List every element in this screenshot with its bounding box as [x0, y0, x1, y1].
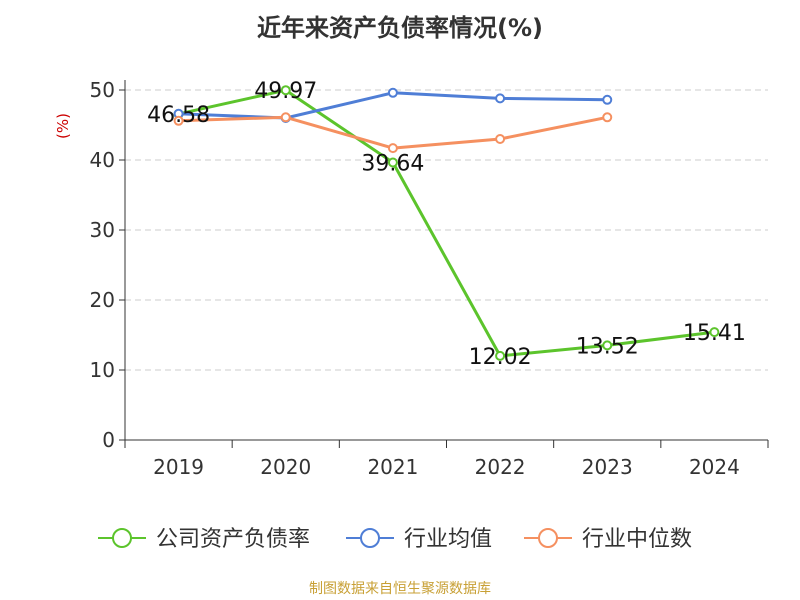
x-tick-label: 2023: [582, 455, 633, 479]
data-label: 15.41: [683, 321, 746, 346]
data-label: 46.58: [147, 103, 210, 128]
data-point-2: [387, 143, 398, 154]
data-point-0: [387, 157, 398, 168]
data-label: 39.64: [361, 152, 424, 177]
y-tick-label: 40: [90, 148, 115, 172]
y-axis-label: (%): [54, 113, 72, 139]
x-tick-label: 2024: [689, 455, 740, 479]
x-tick-label: 2019: [153, 455, 204, 479]
x-tick-label: 2020: [260, 455, 311, 479]
data-point-2: [280, 112, 291, 123]
y-tick-label: 0: [102, 428, 115, 452]
data-label: 12.02: [469, 345, 532, 370]
data-point-2: [602, 112, 613, 123]
series-line-0: [178, 88, 715, 358]
legend-label-2: 行业中位数: [582, 527, 692, 552]
data-point-2: [173, 115, 184, 126]
data-point-2: [495, 134, 506, 144]
data-point-0: [495, 350, 506, 361]
chart-title: 近年来资产负债率情况(%): [257, 14, 543, 42]
y-tick-label: 30: [90, 218, 115, 242]
data-point-1: [495, 93, 506, 104]
legend-swatch-marker-2: [538, 528, 558, 548]
data-point-1: [602, 94, 613, 105]
x-tick-label: 2021: [367, 455, 418, 479]
x-tick-label: 2022: [475, 455, 526, 479]
data-label: 13.52: [576, 334, 639, 359]
data-point-0: [280, 85, 291, 96]
data-label: 49.97: [254, 79, 317, 104]
legend-label-0: 公司资产负债率: [156, 527, 310, 552]
y-tick-label: 10: [90, 358, 115, 382]
source-footer: 制图数据来自恒生聚源数据库: [309, 581, 491, 597]
legend-swatch-marker-0: [112, 528, 132, 548]
data-point-1: [387, 87, 398, 98]
legend-swatch-marker-1: [360, 528, 380, 548]
data-point-0: [709, 327, 720, 338]
legend-label-1: 行业均值: [404, 527, 492, 552]
data-point-0: [602, 340, 613, 351]
y-tick-label: 20: [90, 288, 115, 312]
y-tick-label: 50: [90, 78, 115, 102]
